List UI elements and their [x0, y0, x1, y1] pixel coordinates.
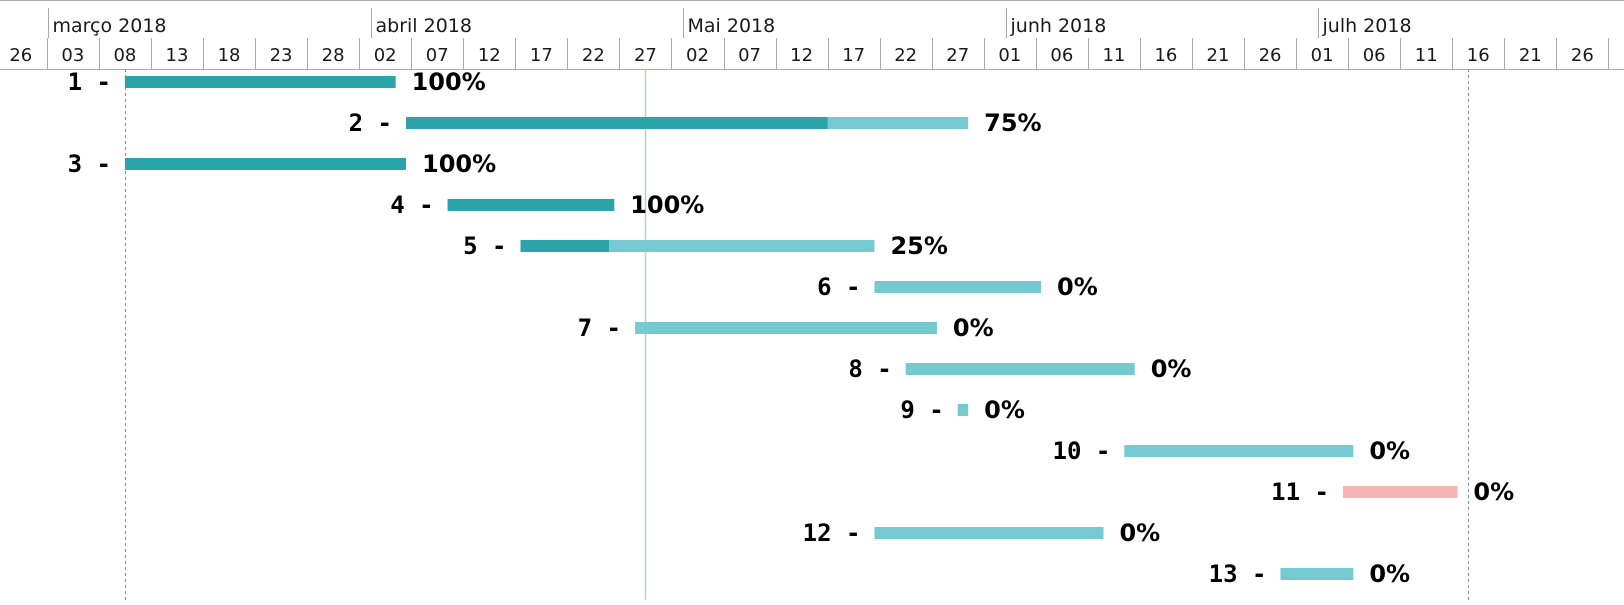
- task-bar-remaining: [635, 322, 937, 334]
- task-bar-done: [124, 158, 406, 170]
- month-label: Mai 2018: [688, 15, 776, 37]
- day-tick-label: 23: [270, 45, 293, 66]
- day-tick-label: 22: [582, 45, 605, 66]
- task-percent-label: 0%: [1473, 478, 1514, 506]
- day-tick-label: 26: [1259, 45, 1282, 66]
- task-id-label: 6 -: [817, 273, 860, 301]
- day-tick-label: 21: [1519, 45, 1542, 66]
- task-percent-label: 25%: [890, 232, 947, 260]
- task-bar-remaining: [905, 363, 1135, 375]
- task-id-label: 11 -: [1271, 478, 1329, 506]
- task-id-label: 10 -: [1053, 437, 1111, 465]
- day-tick-label: 08: [113, 45, 136, 66]
- day-tick-label: 17: [530, 45, 553, 66]
- day-tick-label: 11: [1415, 45, 1438, 66]
- day-tick-label: 22: [894, 45, 917, 66]
- day-tick-label: 03: [61, 45, 84, 66]
- task-bar-remaining: [1124, 445, 1354, 457]
- task-percent-label: 0%: [1119, 519, 1160, 547]
- task-id-label: 5 -: [463, 232, 506, 260]
- day-tick-label: 21: [1207, 45, 1230, 66]
- day-tick-label: 07: [738, 45, 761, 66]
- task-bar-remaining: [874, 527, 1104, 539]
- day-tick-label: 02: [686, 45, 709, 66]
- day-tick-label: 28: [322, 45, 345, 66]
- day-tick-label: 16: [1467, 45, 1490, 66]
- month-label: março 2018: [53, 15, 167, 37]
- task-percent-label: 0%: [953, 314, 994, 342]
- task-id-label: 13 -: [1209, 560, 1267, 588]
- task-bar-done: [447, 199, 615, 211]
- task-id-label: 12 -: [803, 519, 861, 547]
- day-tick-label: 12: [790, 45, 813, 66]
- day-tick-label: 06: [1050, 45, 1073, 66]
- task-id-label: 9 -: [900, 396, 943, 424]
- task-percent-label: 100%: [630, 191, 704, 219]
- day-tick-label: 27: [946, 45, 969, 66]
- task-bar-remaining: [1280, 568, 1354, 580]
- task-bar-remaining: [874, 281, 1042, 293]
- task-id-label: 1 -: [68, 68, 111, 96]
- day-tick-label: 17: [842, 45, 865, 66]
- day-tick-label: 11: [1102, 45, 1125, 66]
- day-tick-label: 12: [478, 45, 501, 66]
- task-bar-done: [124, 76, 396, 88]
- day-tick-label: 27: [634, 45, 657, 66]
- day-tick-label: 18: [218, 45, 241, 66]
- task-id-label: 7 -: [578, 314, 621, 342]
- task-percent-label: 75%: [984, 109, 1041, 137]
- task-id-label: 4 -: [390, 191, 433, 219]
- task-bar-done: [520, 240, 609, 252]
- day-tick-label: 01: [998, 45, 1021, 66]
- task-percent-label: 0%: [1151, 355, 1192, 383]
- task-percent-label: 100%: [422, 150, 496, 178]
- task-bar-remaining: [957, 404, 969, 416]
- day-tick-label: 06: [1363, 45, 1386, 66]
- task-percent-label: 0%: [1369, 437, 1410, 465]
- day-tick-label: 16: [1154, 45, 1177, 66]
- task-id-label: 2 -: [349, 109, 392, 137]
- month-label: junh 2018: [1010, 15, 1107, 37]
- task-id-label: 3 -: [68, 150, 111, 178]
- day-tick-label: 07: [426, 45, 449, 66]
- day-tick-label: 26: [9, 45, 32, 66]
- task-percent-label: 0%: [1057, 273, 1098, 301]
- day-tick-label: 26: [1571, 45, 1594, 66]
- task-percent-label: 0%: [984, 396, 1025, 424]
- task-percent-label: 0%: [1369, 560, 1410, 588]
- task-percent-label: 100%: [412, 68, 486, 96]
- task-id-label: 8 -: [848, 355, 891, 383]
- month-label: julh 2018: [1322, 15, 1412, 37]
- day-tick-label: 13: [166, 45, 189, 66]
- day-tick-label: 01: [1311, 45, 1334, 66]
- day-tick-label: 02: [374, 45, 397, 66]
- task-bar-milestone: [1342, 486, 1458, 498]
- task-bar-done: [406, 117, 828, 129]
- month-label: abril 2018: [376, 15, 472, 37]
